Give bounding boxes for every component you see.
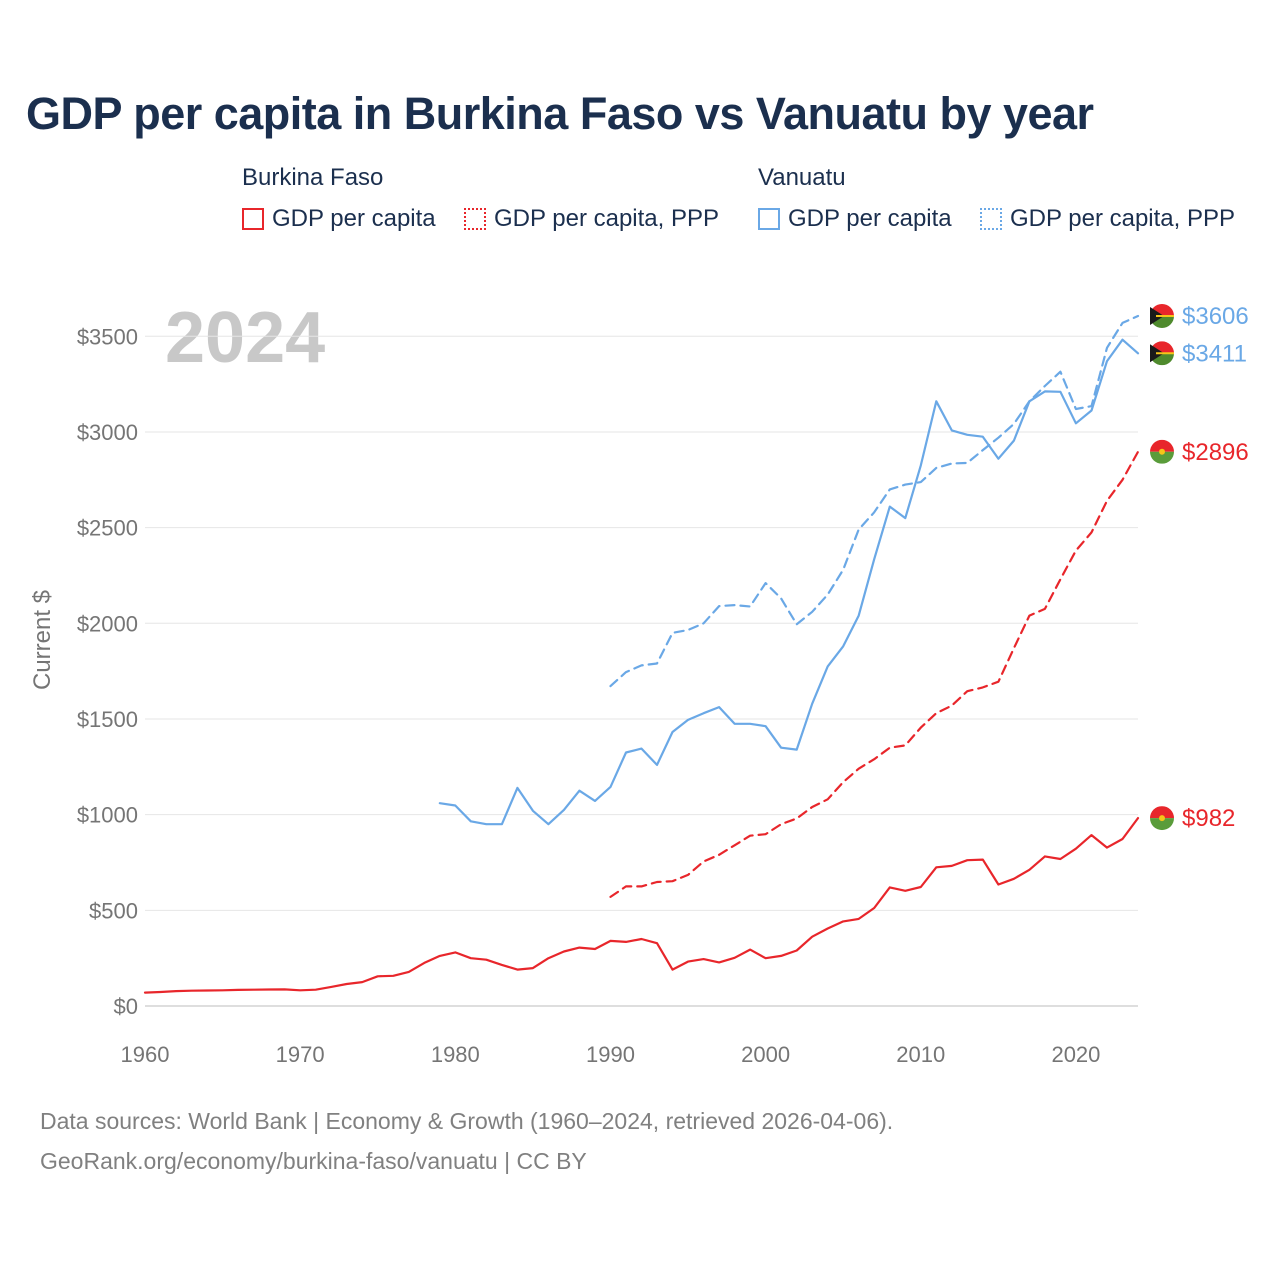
end-value-label: $2896 (1182, 439, 1249, 466)
x-tick-label: 1990 (586, 1042, 635, 1067)
series-line (609, 450, 1140, 898)
series-line (438, 338, 1140, 826)
footer-attribution[interactable]: GeoRank.org/economy/burkina-faso/vanuatu… (40, 1148, 587, 1174)
y-tick-label: $1500 (77, 707, 138, 732)
y-tick-label: $3000 (77, 420, 138, 445)
y-tick-label: $1000 (77, 803, 138, 828)
legend-swatch-dotted-red (464, 208, 486, 230)
x-tick-label: 2010 (896, 1042, 945, 1067)
flag-icon (1150, 341, 1174, 366)
x-tick-label: 1970 (276, 1042, 325, 1067)
end-value-label: $982 (1182, 805, 1235, 832)
year-watermark: 2024 (165, 298, 325, 378)
x-tick-label: 2000 (741, 1042, 790, 1067)
legend-label: GDP per capita (788, 205, 952, 232)
flag-icon (1150, 439, 1174, 464)
legend-label: GDP per capita, PPP (494, 205, 719, 232)
end-value-label: $3411 (1182, 340, 1247, 367)
series-line (143, 817, 1140, 994)
y-axis-label: Current $ (29, 590, 56, 690)
y-tick-label: $3500 (77, 324, 138, 349)
end-value-label: $3606 (1182, 303, 1249, 330)
legend-group-vanuatu: Vanuatu (758, 164, 846, 191)
flag-icon (1150, 806, 1174, 831)
legend-item-vanuatu-gdp-ppp[interactable]: GDP per capita, PPP (980, 205, 1235, 233)
legend-swatch-solid-red (242, 208, 264, 230)
x-tick-label: 2020 (1051, 1042, 1100, 1067)
y-tick-label: $2500 (77, 516, 138, 541)
chart-title: GDP per capita in Burkina Faso vs Vanuat… (26, 88, 1094, 139)
legend-label: GDP per capita (272, 205, 436, 232)
x-tick-label: 1960 (121, 1042, 170, 1067)
y-tick-label: $2000 (77, 611, 138, 636)
y-tick-label: $0 (114, 994, 138, 1019)
legend-item-vanuatu-gdp[interactable]: GDP per capita (758, 205, 952, 233)
legend-group-burkina-faso: Burkina Faso (242, 164, 384, 191)
x-tick-label: 1980 (431, 1042, 480, 1067)
footer-sources: Data sources: World Bank | Economy & Gro… (40, 1108, 894, 1134)
legend-item-burkina-faso-gdp[interactable]: GDP per capita (242, 205, 436, 233)
flag-icon (1150, 304, 1174, 328)
legend-label: GDP per capita, PPP (1010, 205, 1235, 232)
legend-swatch-dotted-blue (980, 208, 1002, 230)
legend-item-burkina-faso-gdp-ppp[interactable]: GDP per capita, PPP (464, 205, 719, 233)
legend-swatch-solid-blue (758, 208, 780, 230)
series-line (609, 314, 1140, 688)
y-tick-label: $500 (89, 898, 138, 923)
